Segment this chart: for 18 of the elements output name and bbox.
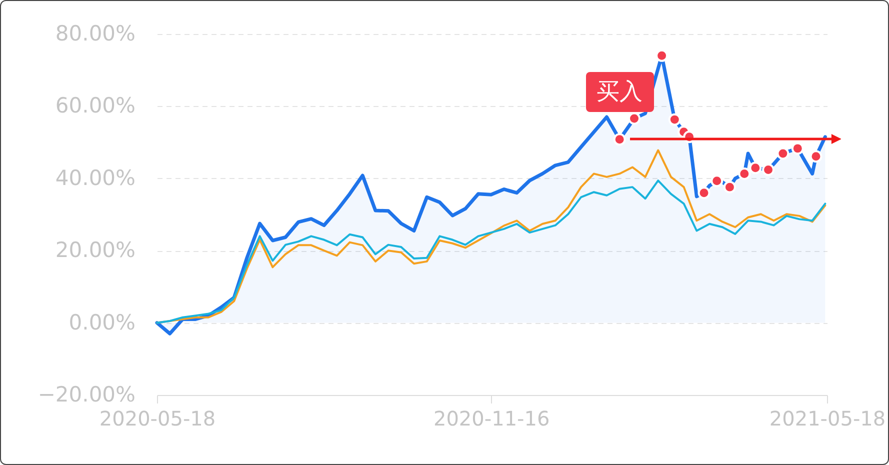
y-tick-label: −20.00% (38, 382, 136, 406)
x-tick-label: 2020-05-18 (99, 406, 216, 430)
y-tick-label: 40.00% (55, 166, 136, 190)
x-tick-label: 2020-11-16 (433, 406, 550, 430)
x-tick-label: 2021-05-18 (769, 406, 886, 430)
point (613, 133, 626, 146)
y-tick-label: 20.00% (55, 238, 136, 262)
point (723, 180, 736, 194)
point (749, 162, 762, 174)
point (668, 113, 681, 126)
point (698, 186, 710, 200)
line-series (156, 180, 826, 324)
y-tick-label: 60.00% (55, 94, 136, 118)
point (738, 167, 751, 180)
point (762, 164, 775, 176)
y-tick-label: 80.00% (55, 22, 136, 46)
y-tick-label: 0.00% (68, 310, 136, 334)
tag-box: 买入 (586, 72, 654, 112)
